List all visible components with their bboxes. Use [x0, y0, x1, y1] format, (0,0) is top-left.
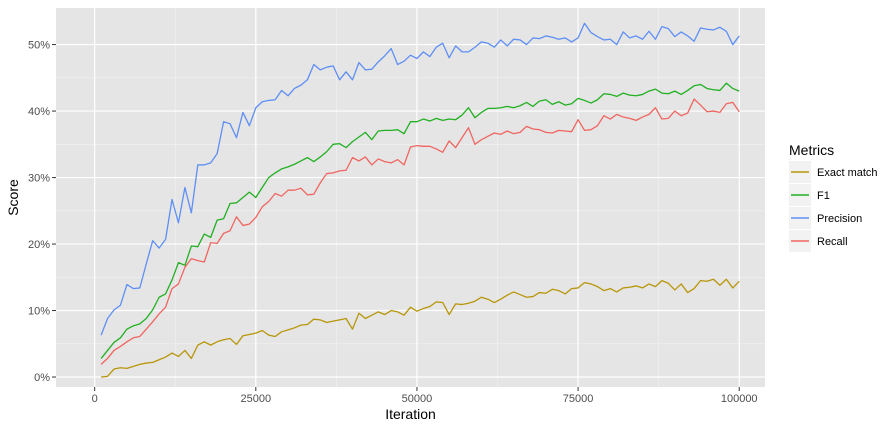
legend-label-recall: Recall: [817, 236, 848, 248]
series-line-f1: [100, 82, 740, 359]
y-tick-label: 30%: [28, 173, 50, 185]
y-tick-label: 50%: [28, 40, 50, 52]
series-line-precision: [100, 22, 740, 336]
series-line-exact-match: [101, 278, 740, 378]
y-axis-title: Score: [5, 179, 21, 216]
y-axis: 0% 10% 20% 30% 40% 50%: [28, 40, 56, 384]
legend-label-exact-match: Exact match: [817, 167, 878, 179]
x-tick-label: 100000: [721, 393, 758, 405]
minor-gridlines: [56, 8, 765, 387]
series-lines: [100, 22, 740, 378]
y-tick-label: 10%: [28, 306, 50, 318]
y-tick-label: 20%: [28, 239, 50, 251]
x-axis-title: Iteration: [385, 406, 436, 422]
legend-label-f1: F1: [817, 190, 830, 202]
legend-title: Metrics: [789, 142, 834, 158]
y-tick-label: 40%: [28, 106, 50, 118]
series-line-recall: [100, 98, 740, 365]
y-tick-label: 0%: [34, 372, 50, 384]
plot-panel: [56, 8, 765, 387]
x-tick-label: 50000: [402, 393, 433, 405]
x-axis: 0 25000 50000 75000 100000: [92, 387, 758, 405]
legend-label-precision: Precision: [817, 213, 862, 225]
x-tick-label: 75000: [563, 393, 594, 405]
legend: Metrics Exact match F1 Precision Recall: [789, 142, 878, 252]
x-tick-label: 25000: [241, 393, 272, 405]
x-tick-label: 0: [92, 393, 98, 405]
